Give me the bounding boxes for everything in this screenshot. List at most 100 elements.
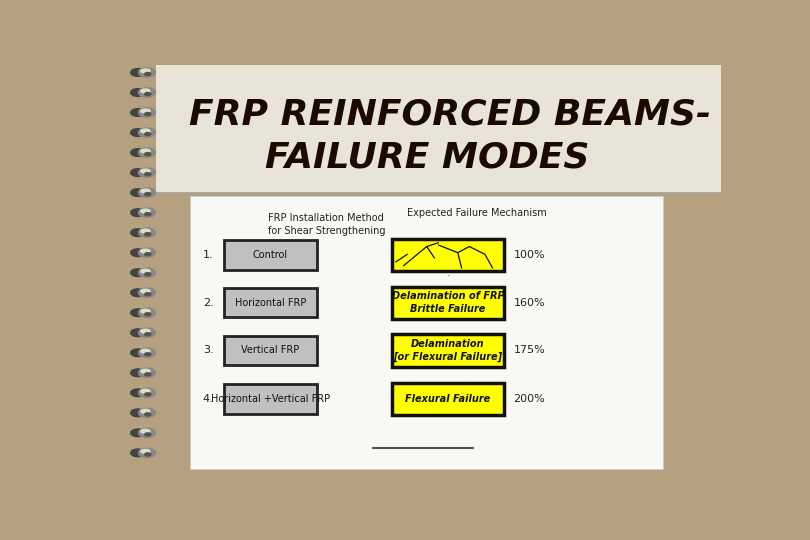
Ellipse shape — [130, 329, 145, 336]
Bar — [224, 240, 317, 269]
Ellipse shape — [141, 269, 150, 273]
Ellipse shape — [141, 309, 150, 313]
Ellipse shape — [145, 413, 151, 416]
Ellipse shape — [141, 289, 150, 293]
Ellipse shape — [145, 353, 151, 356]
Ellipse shape — [145, 293, 151, 296]
Ellipse shape — [139, 368, 156, 377]
Ellipse shape — [130, 349, 145, 356]
Ellipse shape — [145, 112, 151, 116]
Bar — [392, 334, 505, 367]
Bar — [392, 287, 505, 319]
Text: 160%: 160% — [514, 298, 545, 308]
Ellipse shape — [141, 329, 150, 333]
Ellipse shape — [141, 249, 150, 253]
Ellipse shape — [141, 449, 150, 453]
Ellipse shape — [141, 369, 150, 373]
Ellipse shape — [139, 248, 156, 257]
Ellipse shape — [145, 153, 151, 156]
Bar — [190, 195, 663, 469]
Ellipse shape — [145, 433, 151, 436]
Text: Horizontal FRP: Horizontal FRP — [235, 298, 306, 308]
Ellipse shape — [145, 373, 151, 376]
Ellipse shape — [141, 429, 150, 433]
Ellipse shape — [141, 69, 150, 73]
Ellipse shape — [139, 228, 156, 237]
Ellipse shape — [141, 349, 150, 353]
Ellipse shape — [130, 189, 145, 197]
Ellipse shape — [130, 229, 145, 237]
Ellipse shape — [139, 88, 156, 97]
Ellipse shape — [141, 389, 150, 393]
Bar — [392, 383, 505, 415]
Text: FAILURE MODES: FAILURE MODES — [265, 140, 589, 174]
Ellipse shape — [139, 128, 156, 137]
Ellipse shape — [130, 129, 145, 137]
Ellipse shape — [139, 108, 156, 117]
Ellipse shape — [139, 408, 156, 417]
Text: 2.: 2. — [202, 298, 214, 308]
Ellipse shape — [130, 249, 145, 256]
Ellipse shape — [139, 68, 156, 77]
Ellipse shape — [139, 308, 156, 318]
Text: Control: Control — [253, 250, 288, 260]
Ellipse shape — [141, 409, 150, 413]
Ellipse shape — [130, 269, 145, 276]
Text: Vertical FRP: Vertical FRP — [241, 346, 300, 355]
Ellipse shape — [145, 253, 151, 256]
Text: Delamination of FRP
Brittle Failure: Delamination of FRP Brittle Failure — [392, 291, 505, 314]
Text: Horizontal +Vertical FRP: Horizontal +Vertical FRP — [211, 394, 330, 404]
Ellipse shape — [141, 129, 150, 133]
Ellipse shape — [145, 92, 151, 96]
Ellipse shape — [130, 209, 145, 217]
Ellipse shape — [130, 69, 145, 76]
Text: 4.: 4. — [202, 394, 214, 404]
Ellipse shape — [145, 273, 151, 276]
Ellipse shape — [145, 313, 151, 316]
Ellipse shape — [139, 268, 156, 278]
Ellipse shape — [130, 148, 145, 157]
Ellipse shape — [139, 448, 156, 457]
Ellipse shape — [130, 429, 145, 437]
Text: 175%: 175% — [514, 346, 545, 355]
Ellipse shape — [141, 89, 150, 93]
Text: Delamination
[or Flexural Failure]: Delamination [or Flexural Failure] — [394, 339, 503, 362]
Ellipse shape — [130, 389, 145, 397]
Ellipse shape — [141, 229, 150, 233]
Ellipse shape — [130, 109, 145, 117]
Ellipse shape — [130, 309, 145, 316]
Ellipse shape — [141, 189, 150, 193]
Bar — [224, 384, 317, 414]
Text: 200%: 200% — [514, 394, 545, 404]
Ellipse shape — [145, 132, 151, 136]
Ellipse shape — [139, 188, 156, 197]
Bar — [392, 239, 505, 271]
Ellipse shape — [130, 168, 145, 177]
Ellipse shape — [145, 333, 151, 336]
Ellipse shape — [145, 453, 151, 456]
Text: FRP REINFORCED BEAMS-: FRP REINFORCED BEAMS- — [189, 98, 711, 132]
Ellipse shape — [130, 289, 145, 296]
Ellipse shape — [145, 393, 151, 396]
Ellipse shape — [139, 148, 156, 157]
Ellipse shape — [130, 369, 145, 377]
Ellipse shape — [130, 409, 145, 417]
Ellipse shape — [139, 208, 156, 217]
Text: 100%: 100% — [514, 250, 545, 260]
Ellipse shape — [130, 89, 145, 96]
Ellipse shape — [145, 173, 151, 176]
Bar — [224, 288, 317, 318]
Ellipse shape — [145, 213, 151, 215]
Ellipse shape — [141, 209, 150, 213]
Ellipse shape — [139, 288, 156, 298]
Bar — [156, 65, 721, 192]
Ellipse shape — [130, 449, 145, 457]
Ellipse shape — [141, 109, 150, 113]
Text: 3.: 3. — [203, 346, 214, 355]
Text: Expected Failure Mechanism: Expected Failure Mechanism — [407, 208, 547, 218]
Ellipse shape — [139, 168, 156, 177]
Ellipse shape — [145, 193, 151, 195]
Ellipse shape — [139, 428, 156, 437]
Ellipse shape — [145, 233, 151, 236]
Text: 1.: 1. — [203, 250, 214, 260]
